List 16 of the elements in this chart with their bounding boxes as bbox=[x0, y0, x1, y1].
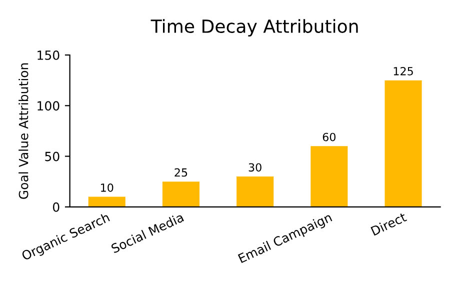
y-tick-label: 150 bbox=[38, 50, 60, 60]
chart-title: Time Decay Attribution bbox=[150, 19, 358, 37]
data-label: 60 bbox=[322, 132, 336, 142]
bar bbox=[384, 80, 422, 207]
y-tick-label: 0 bbox=[52, 202, 60, 212]
data-label: 30 bbox=[248, 163, 262, 172]
data-label: 125 bbox=[394, 66, 413, 76]
y-axis-title: Goal Value Attribution bbox=[18, 63, 28, 199]
y-tick-label: 100 bbox=[38, 101, 60, 111]
bar bbox=[162, 182, 200, 207]
data-label: 10 bbox=[101, 183, 114, 192]
bar bbox=[310, 146, 348, 207]
y-tick-label: 50 bbox=[45, 152, 60, 162]
data-label: 25 bbox=[174, 168, 188, 177]
bar bbox=[88, 196, 126, 207]
bar bbox=[236, 176, 274, 207]
